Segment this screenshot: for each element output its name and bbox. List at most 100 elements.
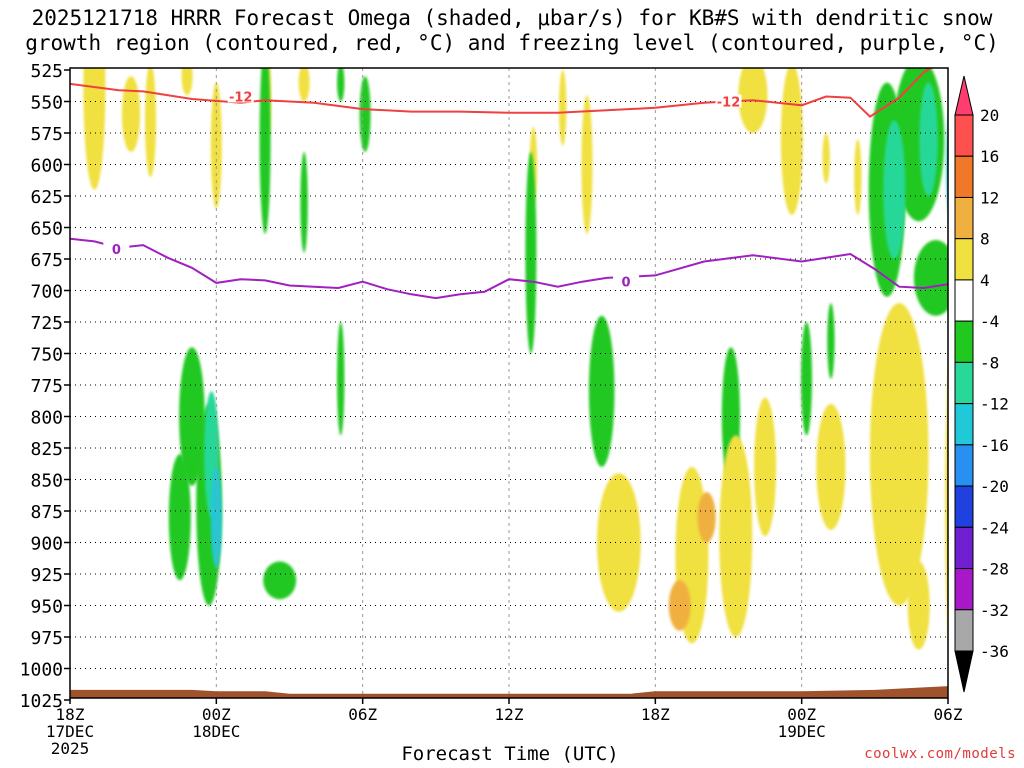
x-tick-label-18-1: 12Z xyxy=(495,705,524,724)
omega-cell-11 xyxy=(780,68,803,215)
y-tick-label-875: 875 xyxy=(30,502,63,523)
y-tick-label-675: 675 xyxy=(30,250,63,271)
colorbar-label-3: 8 xyxy=(980,230,990,249)
y-tick-label-575: 575 xyxy=(30,124,63,145)
y-tick-label-825: 825 xyxy=(30,439,63,460)
omega-cell-57 xyxy=(1020,429,1024,656)
x-axis-title: Forecast Time (UTC) xyxy=(401,743,619,765)
x-tick-label-6-2: 18DEC xyxy=(192,722,240,741)
y-tick-label-650: 650 xyxy=(30,219,63,240)
y-tick-label-950: 950 xyxy=(30,597,63,618)
y-tick-label-775: 775 xyxy=(30,376,63,397)
y-tick-label-600: 600 xyxy=(30,156,63,177)
colorbar-segment-5 xyxy=(954,279,974,322)
y-tick-label-800: 800 xyxy=(30,408,63,429)
omega-cell-22 xyxy=(801,322,812,436)
colorbar-label-5: -4 xyxy=(980,312,999,331)
omega-cell-40 xyxy=(913,240,948,316)
colorbar-segment-6 xyxy=(954,320,974,363)
omega-cell-61 xyxy=(697,492,716,543)
ground-fill xyxy=(70,686,948,698)
x-tick-label-12-1: 06Z xyxy=(348,705,377,724)
omega-cell-50 xyxy=(1004,26,1015,303)
colorbar-label-12: -32 xyxy=(980,601,1009,620)
omega-cell-13 xyxy=(854,139,862,215)
dgz-label-2-bg xyxy=(715,94,742,108)
omega-shading xyxy=(83,1,1024,688)
credit-text: coolwx.com/models xyxy=(864,746,1016,762)
dgz-label-2: -12 xyxy=(717,96,741,111)
freezing-level-line xyxy=(70,237,948,300)
omega-cell-12 xyxy=(822,133,830,184)
dgz-label-1: -12 xyxy=(229,90,253,105)
y-tick-label-925: 925 xyxy=(30,565,63,586)
colorbar-segment-2 xyxy=(954,155,974,198)
omega-cell-65 xyxy=(816,403,846,530)
colorbar-segment-9 xyxy=(954,444,974,487)
x-tick-label-0-3: 2025 xyxy=(51,739,90,758)
colorbar-segment-4 xyxy=(954,238,974,281)
omega-cell-64 xyxy=(668,580,691,631)
colorbar-label-11: -28 xyxy=(980,560,1009,579)
omega-cell-0 xyxy=(83,68,106,190)
omega-cell-58 xyxy=(1008,47,1024,92)
omega-cell-28 xyxy=(168,454,191,581)
colorbar-label-0: 20 xyxy=(980,106,999,125)
omega-cell-1 xyxy=(121,76,141,152)
freezing-label-2: 0 xyxy=(622,276,631,291)
colorbar-label-10: -24 xyxy=(980,518,1009,537)
omega-cell-48 xyxy=(994,1,1009,278)
x-tick-label-6-1: 00Z xyxy=(202,705,231,724)
omega-cell-8 xyxy=(559,70,567,146)
y-tick-label-625: 625 xyxy=(30,187,63,208)
omega-cell-62 xyxy=(719,435,753,637)
colorbar-top-arrow xyxy=(954,75,974,116)
colorbar-label-9: -20 xyxy=(980,477,1009,496)
colorbar-segment-7 xyxy=(954,361,974,405)
y-tick-label-900: 900 xyxy=(30,534,63,555)
y-tick-label-725: 725 xyxy=(30,313,63,334)
contour-lines: -12 -12 0 0 xyxy=(70,68,948,300)
x-tick-label-30-1: 00Z xyxy=(787,705,816,724)
freezing-label-1-bg xyxy=(103,241,130,255)
omega-cell-44 xyxy=(919,82,938,196)
y-tick-label-975: 975 xyxy=(30,628,63,649)
colorbar-segment-11 xyxy=(954,526,974,570)
colorbar-segment-12 xyxy=(954,568,974,611)
colorbar-label-8: -16 xyxy=(980,436,1009,455)
colorbar-label-2: 12 xyxy=(980,188,999,207)
omega-cell-9 xyxy=(581,95,593,234)
colorbar-label-13: -36 xyxy=(980,642,1009,661)
x-tick-label-36-1: 06Z xyxy=(934,705,963,724)
omega-cell-18 xyxy=(337,68,345,102)
omega-cell-2 xyxy=(145,68,156,178)
omega-cell-56 xyxy=(1015,398,1024,688)
y-tick-label-850: 850 xyxy=(30,471,63,492)
y-tick-label-1000: 1000 xyxy=(20,660,63,681)
omega-cell-6 xyxy=(298,68,310,102)
colorbar-label-7: -12 xyxy=(980,395,1009,414)
y-tick-label-1025: 1025 xyxy=(20,691,63,712)
omega-cell-24 xyxy=(337,322,345,436)
omega-cell-16 xyxy=(300,151,308,253)
colorbar-label-4: 4 xyxy=(980,271,990,290)
x-tick-label-24-1: 18Z xyxy=(641,705,670,724)
freezing-label-1: 0 xyxy=(112,243,121,258)
omega-cell-23 xyxy=(827,303,835,379)
omega-cell-51 xyxy=(996,51,1007,101)
x-tick-label-0-2: 17DEC xyxy=(46,722,94,741)
omega-cell-25 xyxy=(263,561,297,600)
omega-cell-19 xyxy=(525,151,537,354)
y-tick-label-750: 750 xyxy=(30,345,63,366)
title-line-2: growth region (contoured, red, °C) and f… xyxy=(25,31,999,55)
colorbar-label-6: -8 xyxy=(980,353,999,372)
y-tick-label-700: 700 xyxy=(30,282,63,303)
colorbar-bottom-arrow xyxy=(954,650,974,693)
y-axis: 525 550 575 600 625 650 675 700 725 750 775 800 825 8… xyxy=(20,61,70,712)
omega-cell-17 xyxy=(359,76,371,152)
colorbar-segment-8 xyxy=(954,403,974,446)
y-tick-label-550: 550 xyxy=(30,93,63,114)
omega-cell-66 xyxy=(869,303,929,606)
